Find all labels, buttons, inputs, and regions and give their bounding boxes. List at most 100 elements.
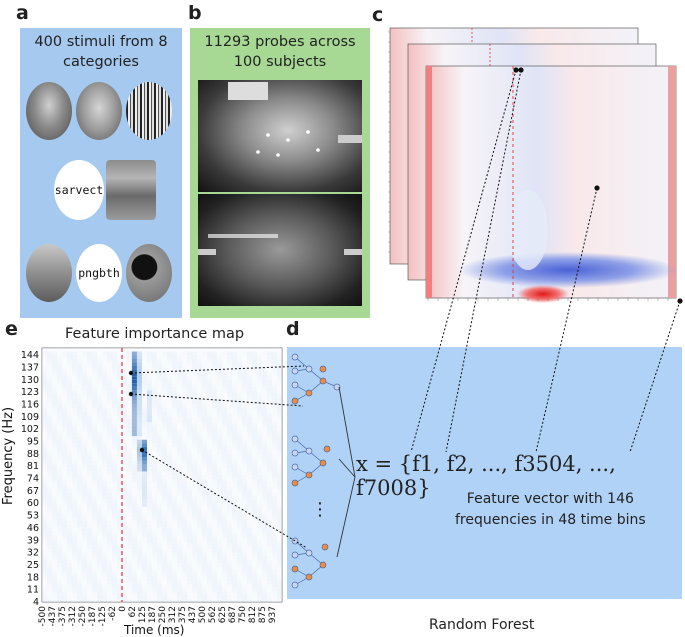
heatmap-cell (182, 386, 187, 391)
heatmap-cell (67, 351, 72, 356)
heatmap-cell (112, 542, 117, 546)
heatmap-cell (147, 355, 152, 359)
heatmap-cell (172, 538, 177, 542)
heatmap-cell (122, 386, 127, 391)
heatmap-cell (227, 534, 232, 539)
heatmap-cell (257, 587, 262, 592)
heatmap-cell (72, 506, 77, 511)
heatmap-cell (157, 594, 162, 599)
heatmap-cell (42, 407, 47, 412)
heatmap-cell (207, 527, 212, 532)
heatmap-cell (177, 524, 182, 528)
heatmap-cell (146, 411, 152, 415)
heatmap-cell (117, 407, 122, 412)
heatmap-cell (137, 482, 142, 486)
heatmap-cell (172, 358, 177, 363)
heatmap-cell (222, 411, 227, 415)
heatmap-cell (117, 369, 122, 373)
heatmap-cell (92, 362, 97, 366)
heatmap-cell (142, 524, 147, 528)
heatmap-cell (162, 559, 167, 564)
heatmap-cell (82, 496, 87, 500)
heatmap-cell (197, 510, 202, 514)
heatmap-cell (217, 594, 222, 599)
heatmap-cell (237, 524, 242, 528)
heatmap-cell (92, 584, 97, 588)
heatmap-cell (157, 482, 162, 486)
heatmap-cell (277, 549, 282, 553)
heatmap-cell (187, 503, 192, 507)
heatmap-cell (147, 496, 152, 500)
heatmap-cell (127, 492, 132, 497)
heatmap-cell (92, 400, 97, 405)
heatmap-cell (112, 439, 117, 444)
heatmap-cell (131, 379, 137, 384)
heatmap-cell (202, 369, 207, 373)
heatmap-cell (237, 475, 242, 479)
heatmap-cell (237, 358, 242, 363)
heatmap-cell (72, 362, 77, 366)
heatmap-cell (217, 549, 222, 553)
heatmap-cell (42, 566, 47, 571)
heatmap-cell (247, 418, 252, 423)
heatmap-cell (252, 362, 257, 366)
heatmap-cell (247, 531, 252, 535)
y-tick-label: 18 (27, 572, 39, 583)
heatmap-cell (237, 510, 242, 514)
heatmap-cell (147, 386, 152, 391)
heatmap-cell (162, 563, 167, 567)
heatmap-cell (137, 443, 142, 447)
heatmap-cell (172, 400, 177, 405)
heatmap-cell (77, 478, 82, 483)
heatmap-cell (172, 393, 177, 398)
heatmap-cell (207, 422, 212, 426)
heatmap-cell (146, 407, 152, 412)
heatmap-cell (122, 531, 127, 535)
heatmap-cell (42, 570, 47, 574)
heatmap-cell (172, 439, 177, 444)
heatmap-cell (47, 432, 52, 437)
heatmap-cell (157, 411, 162, 415)
heatmap-cell (42, 598, 47, 602)
heatmap-cell (147, 570, 152, 574)
heatmap-cell (47, 531, 52, 535)
heatmap-cell (252, 545, 257, 550)
heatmap-cell (97, 475, 102, 479)
heatmap-cell (252, 510, 257, 514)
heatmap-cell (217, 443, 222, 447)
heatmap-cell (97, 404, 102, 408)
heatmap-cell (72, 573, 77, 578)
heatmap-cell (207, 467, 212, 472)
heatmap-cell (172, 404, 177, 408)
heatmap-cell (267, 379, 272, 384)
heatmap-cell (242, 552, 247, 557)
heatmap-cell (92, 499, 97, 504)
heatmap-cell (142, 598, 147, 602)
heatmap-cell (192, 400, 197, 405)
heatmap-cell (57, 545, 62, 550)
heatmap-cell (252, 365, 257, 370)
heatmap-cell (207, 531, 212, 535)
heatmap-cell (177, 478, 182, 483)
heatmap-cell (137, 594, 142, 599)
heatmap-cell (192, 355, 197, 359)
heatmap-cell (67, 383, 72, 387)
heatmap-cell (232, 503, 237, 507)
heatmap-cell (131, 386, 137, 391)
heatmap-cell (82, 383, 87, 387)
heatmap-cell (232, 513, 237, 518)
heatmap-cell (92, 577, 97, 581)
heatmap-cell (67, 577, 72, 581)
heatmap-cell (127, 573, 132, 578)
heatmap-cell (132, 404, 137, 408)
heatmap-cell (192, 587, 197, 592)
heatmap-cell (97, 439, 102, 444)
heatmap-cell (87, 358, 92, 363)
heatmap-cell (167, 355, 172, 359)
heatmap-cell (147, 379, 152, 384)
heatmap-cell (182, 598, 187, 602)
heatmap-cell (77, 365, 82, 370)
heatmap-cell (142, 478, 147, 483)
heatmap-cell (167, 527, 172, 532)
heatmap-cell (127, 464, 132, 468)
